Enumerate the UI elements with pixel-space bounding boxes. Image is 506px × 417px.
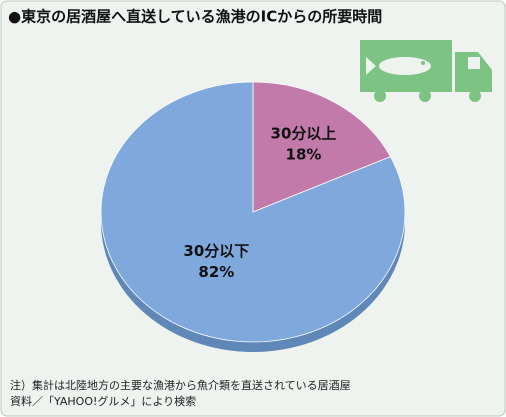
value-label: 82% <box>198 263 234 281</box>
slice-label: 30分以下 <box>183 242 249 260</box>
pie-slice <box>252 81 392 213</box>
chart-title: ●東京の居酒屋へ直送している漁港のICからの所要時間 <box>8 8 382 26</box>
value-label: 18% <box>286 145 322 163</box>
slice-label: 30分以上 <box>271 124 337 142</box>
note: 資料／「YAHOO!グルメ」により検索 <box>10 394 196 408</box>
note: 注）集計は北陸地方の主要な漁港から魚介類を直送されている居酒屋 <box>10 378 351 392</box>
truck-icon <box>360 40 492 102</box>
pie-slice <box>100 81 406 343</box>
